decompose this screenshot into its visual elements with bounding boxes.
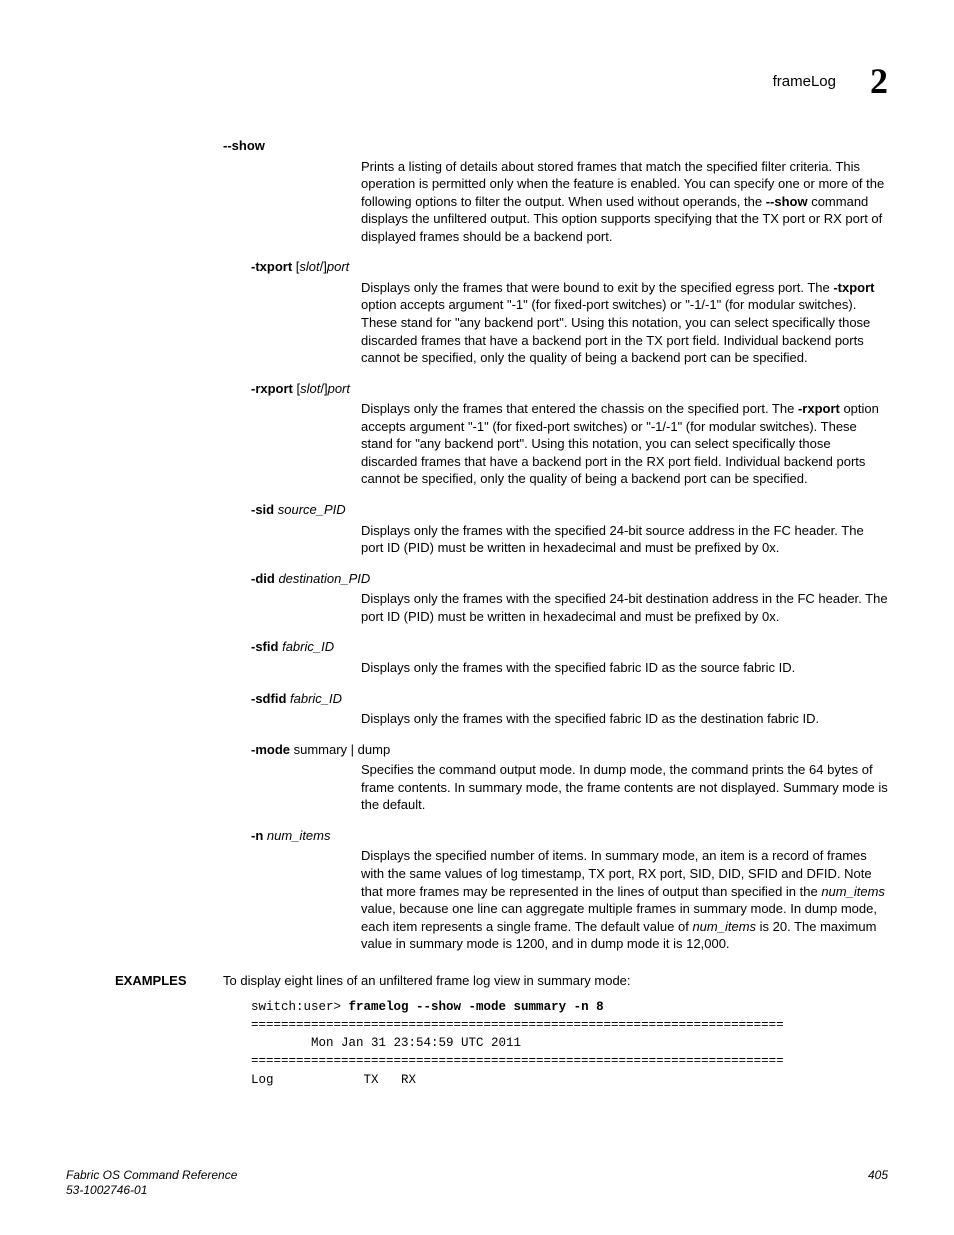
option-block: -sid source_PID Displays only the frames … [223,502,888,557]
footer-page-number: 405 [868,1168,888,1199]
option-term: -mode summary | dump [251,742,888,758]
option-description: Displays only the frames with the specif… [361,590,888,625]
option-term: -did destination_PID [251,571,888,587]
option-description: Displays only the frames with the specif… [361,522,888,557]
option-description: Displays only the frames that were bound… [361,279,888,367]
examples-code-block: switch:user> framelog --show -mode summa… [251,998,888,1089]
option-block: --show Prints a listing of details about … [223,138,888,245]
option-description: Prints a listing of details about stored… [361,158,888,246]
option-term: -sfid fabric_ID [251,639,888,655]
option-description: Displays only the frames that entered th… [361,400,888,488]
option-term: --show [223,138,888,154]
option-description: Displays only the frames with the specif… [361,659,888,677]
footer-doc-id: 53-1002746-01 [66,1183,237,1199]
option-block: -txport [slot/]port Displays only the fra… [223,259,888,366]
option-term: -sid source_PID [251,502,888,518]
option-term: -sdfid fabric_ID [251,691,888,707]
page-header: frameLog 2 [773,60,888,102]
examples-label: EXAMPLES [115,973,187,988]
footer-left: Fabric OS Command Reference 53-1002746-0… [66,1168,237,1199]
option-block: -mode summary | dump Specifies the comman… [223,742,888,814]
option-block: -sdfid fabric_ID Displays only the frames… [223,691,888,728]
footer-doc-title: Fabric OS Command Reference [66,1168,237,1184]
main-content: --show Prints a listing of details about … [223,138,888,967]
option-block: -n num_items Displays the specified numbe… [223,828,888,953]
option-description: Displays only the frames with the specif… [361,710,888,728]
option-term: -n num_items [251,828,888,844]
page: frameLog 2 --show Prints a listing of det… [0,0,954,1235]
page-footer: Fabric OS Command Reference 53-1002746-0… [66,1168,888,1199]
option-description: Specifies the command output mode. In du… [361,761,888,814]
option-term: -rxport [slot/]port [251,381,888,397]
examples-section: To display eight lines of an unfiltered … [223,973,888,1089]
option-term: -txport [slot/]port [251,259,888,275]
header-title: frameLog [773,73,836,90]
examples-intro: To display eight lines of an unfiltered … [223,973,888,988]
option-block: -sfid fabric_ID Displays only the frames … [223,639,888,676]
option-description: Displays the specified number of items. … [361,847,888,952]
option-block: -rxport [slot/]port Displays only the fra… [223,381,888,488]
header-chapter-number: 2 [870,60,888,102]
option-block: -did destination_PID Displays only the fr… [223,571,888,626]
